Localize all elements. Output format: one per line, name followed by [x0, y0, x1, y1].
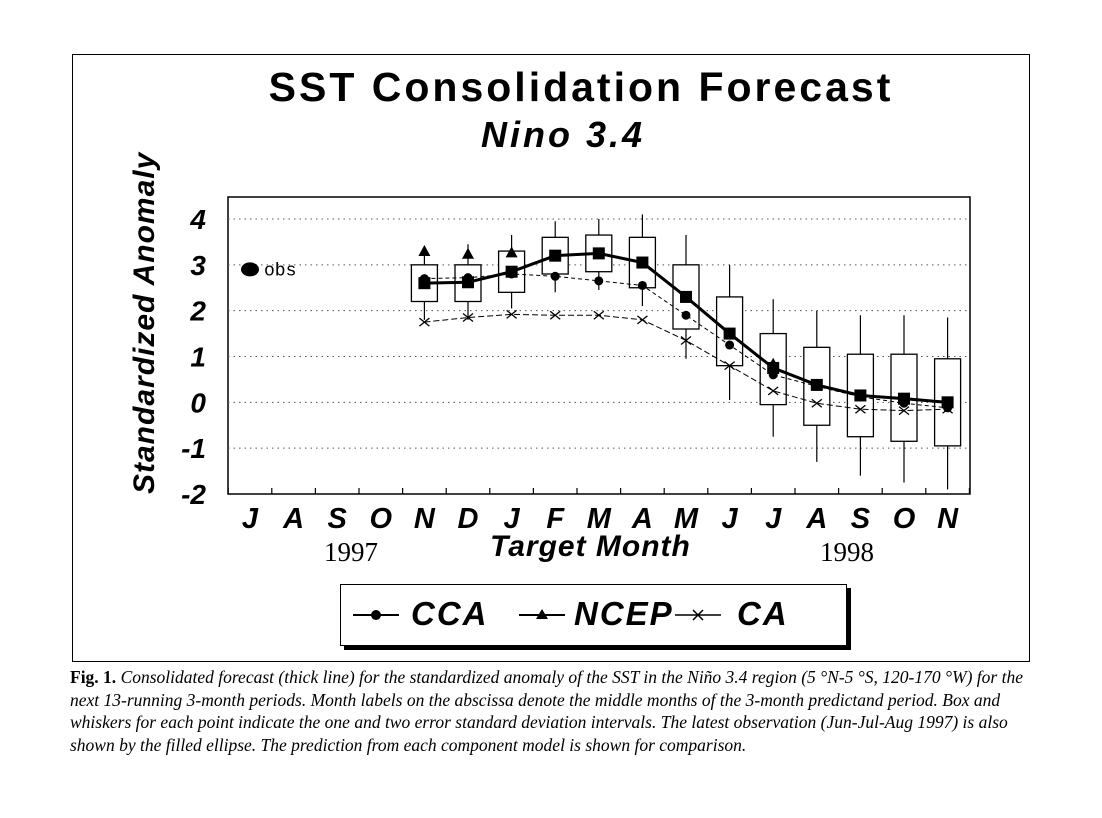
y-tick-label: 0	[190, 387, 206, 418]
y-tick-label: 1	[190, 342, 206, 373]
y-tick-label: -2	[181, 479, 206, 510]
x-tick-label: A	[805, 503, 827, 535]
y-tick-label: 2	[189, 296, 206, 327]
ca-point	[549, 310, 561, 320]
cca-point	[594, 276, 604, 286]
cca-point	[637, 280, 647, 290]
legend-ncep-label: NCEP	[574, 595, 674, 632]
x-tick-label: O	[893, 503, 916, 535]
x-tick-label: J	[504, 503, 521, 535]
y-tick-label: 4	[189, 204, 206, 235]
consolidated-point	[941, 396, 954, 409]
legend-ncep-marker	[536, 609, 548, 619]
x-tick-label: S	[328, 503, 348, 535]
ca-point	[506, 309, 518, 319]
consolidated-point	[898, 392, 910, 405]
consolidated-point	[854, 389, 867, 402]
figure-caption: Fig. 1. Consolidated forecast (thick lin…	[70, 666, 1030, 756]
ca-point	[462, 313, 474, 323]
ca-point	[811, 398, 823, 408]
x-tick-label: M	[587, 503, 612, 535]
consolidated-point	[505, 265, 518, 278]
legend-markers	[353, 609, 721, 621]
y-tick-label: 3	[190, 250, 206, 281]
consolidated-point	[592, 247, 605, 260]
chart-subtitle: Nino 3.4	[480, 114, 646, 155]
ncep-point	[418, 245, 431, 256]
figure-frame	[72, 54, 1030, 662]
caption-fig-label: Fig. 1.	[70, 667, 117, 687]
x-tick-label: O	[370, 503, 393, 535]
x-tick-label: N	[937, 503, 959, 535]
legend: CCA NCEP CA	[340, 584, 847, 646]
ca-point	[418, 317, 430, 327]
x-axis-label: Target Month	[490, 530, 691, 563]
ca-point	[767, 386, 779, 396]
consolidated-point	[767, 361, 780, 374]
ca-point	[854, 404, 866, 414]
legend-ca-marker	[692, 609, 704, 621]
year-label-1998: 1998	[820, 537, 874, 567]
x-tick-label: S	[851, 503, 871, 535]
chart-title: SST Consolidation Forecast	[268, 64, 894, 110]
ncep-point	[462, 247, 474, 259]
consolidated-point	[723, 327, 736, 340]
consolidated-point	[636, 256, 649, 269]
x-tick-label: A	[631, 503, 653, 535]
y-tick-label: -1	[181, 433, 206, 464]
x-tick-label: F	[546, 503, 565, 535]
x-tick-label: J	[765, 503, 782, 535]
legend-cca-marker	[371, 610, 381, 620]
cca-point	[550, 271, 560, 281]
consolidated-point	[810, 378, 823, 391]
ca-point	[898, 406, 910, 416]
ncep-point	[505, 246, 518, 258]
x-tick-label: N	[414, 503, 436, 535]
obs-label: obs	[264, 261, 296, 281]
consolidated-point	[549, 249, 562, 262]
x-tick-label: D	[458, 503, 479, 535]
legend-ca-label: CA	[737, 595, 789, 632]
ca-point	[680, 335, 692, 345]
legend-cca-label: CCA	[411, 595, 489, 632]
x-tick-label: J	[242, 503, 259, 535]
consolidated-point	[418, 277, 431, 290]
cca-point	[725, 340, 735, 350]
x-tick-label: M	[674, 503, 699, 535]
x-tick-label: A	[282, 503, 304, 535]
year-label-1997: 1997	[324, 537, 378, 567]
ca-point	[593, 310, 605, 320]
cca-point	[681, 310, 691, 320]
consolidated-point	[680, 290, 692, 303]
obs-ellipse	[241, 262, 259, 277]
caption-text: Consolidated forecast (thick line) for t…	[70, 667, 1023, 755]
ca-point	[636, 315, 648, 325]
x-tick-label: J	[722, 503, 739, 535]
consolidated-point	[462, 276, 474, 289]
ca-point	[724, 361, 736, 371]
plot-area	[227, 196, 971, 495]
